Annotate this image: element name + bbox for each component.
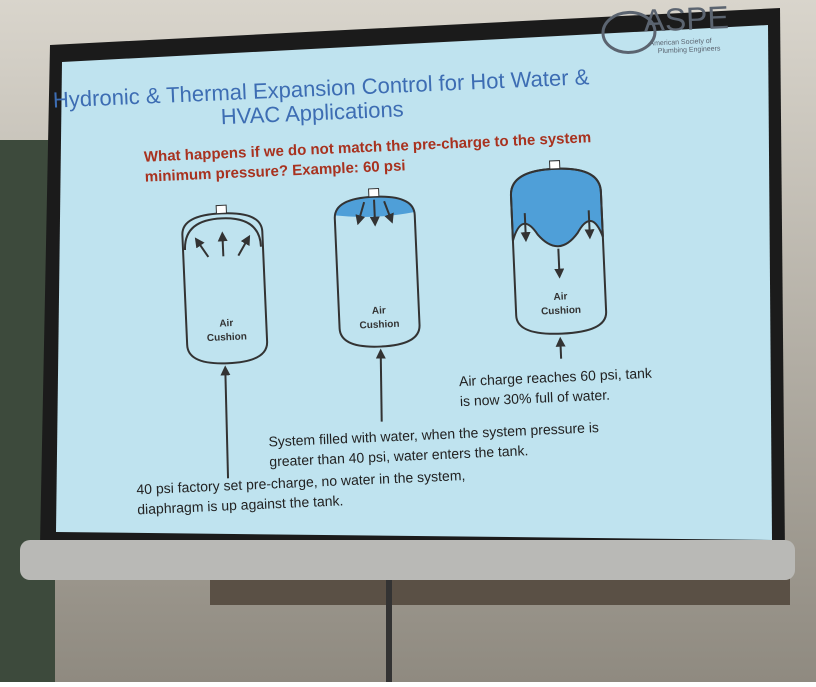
photo: ASPE American Society of Plumbing Engine… xyxy=(0,0,816,682)
stand-pole xyxy=(386,580,392,682)
page: ASPE American Society of Plumbing Engine… xyxy=(0,0,816,682)
tank-label: Cushion xyxy=(207,331,247,344)
logo-name: ASPE xyxy=(643,0,730,39)
tank-label: Cushion xyxy=(541,305,581,318)
tank-label: Air xyxy=(553,291,567,303)
tank-label: Air xyxy=(372,305,386,317)
tank-label: Cushion xyxy=(359,319,399,332)
screen-roller xyxy=(20,540,795,580)
tank-label: Air xyxy=(219,318,233,330)
